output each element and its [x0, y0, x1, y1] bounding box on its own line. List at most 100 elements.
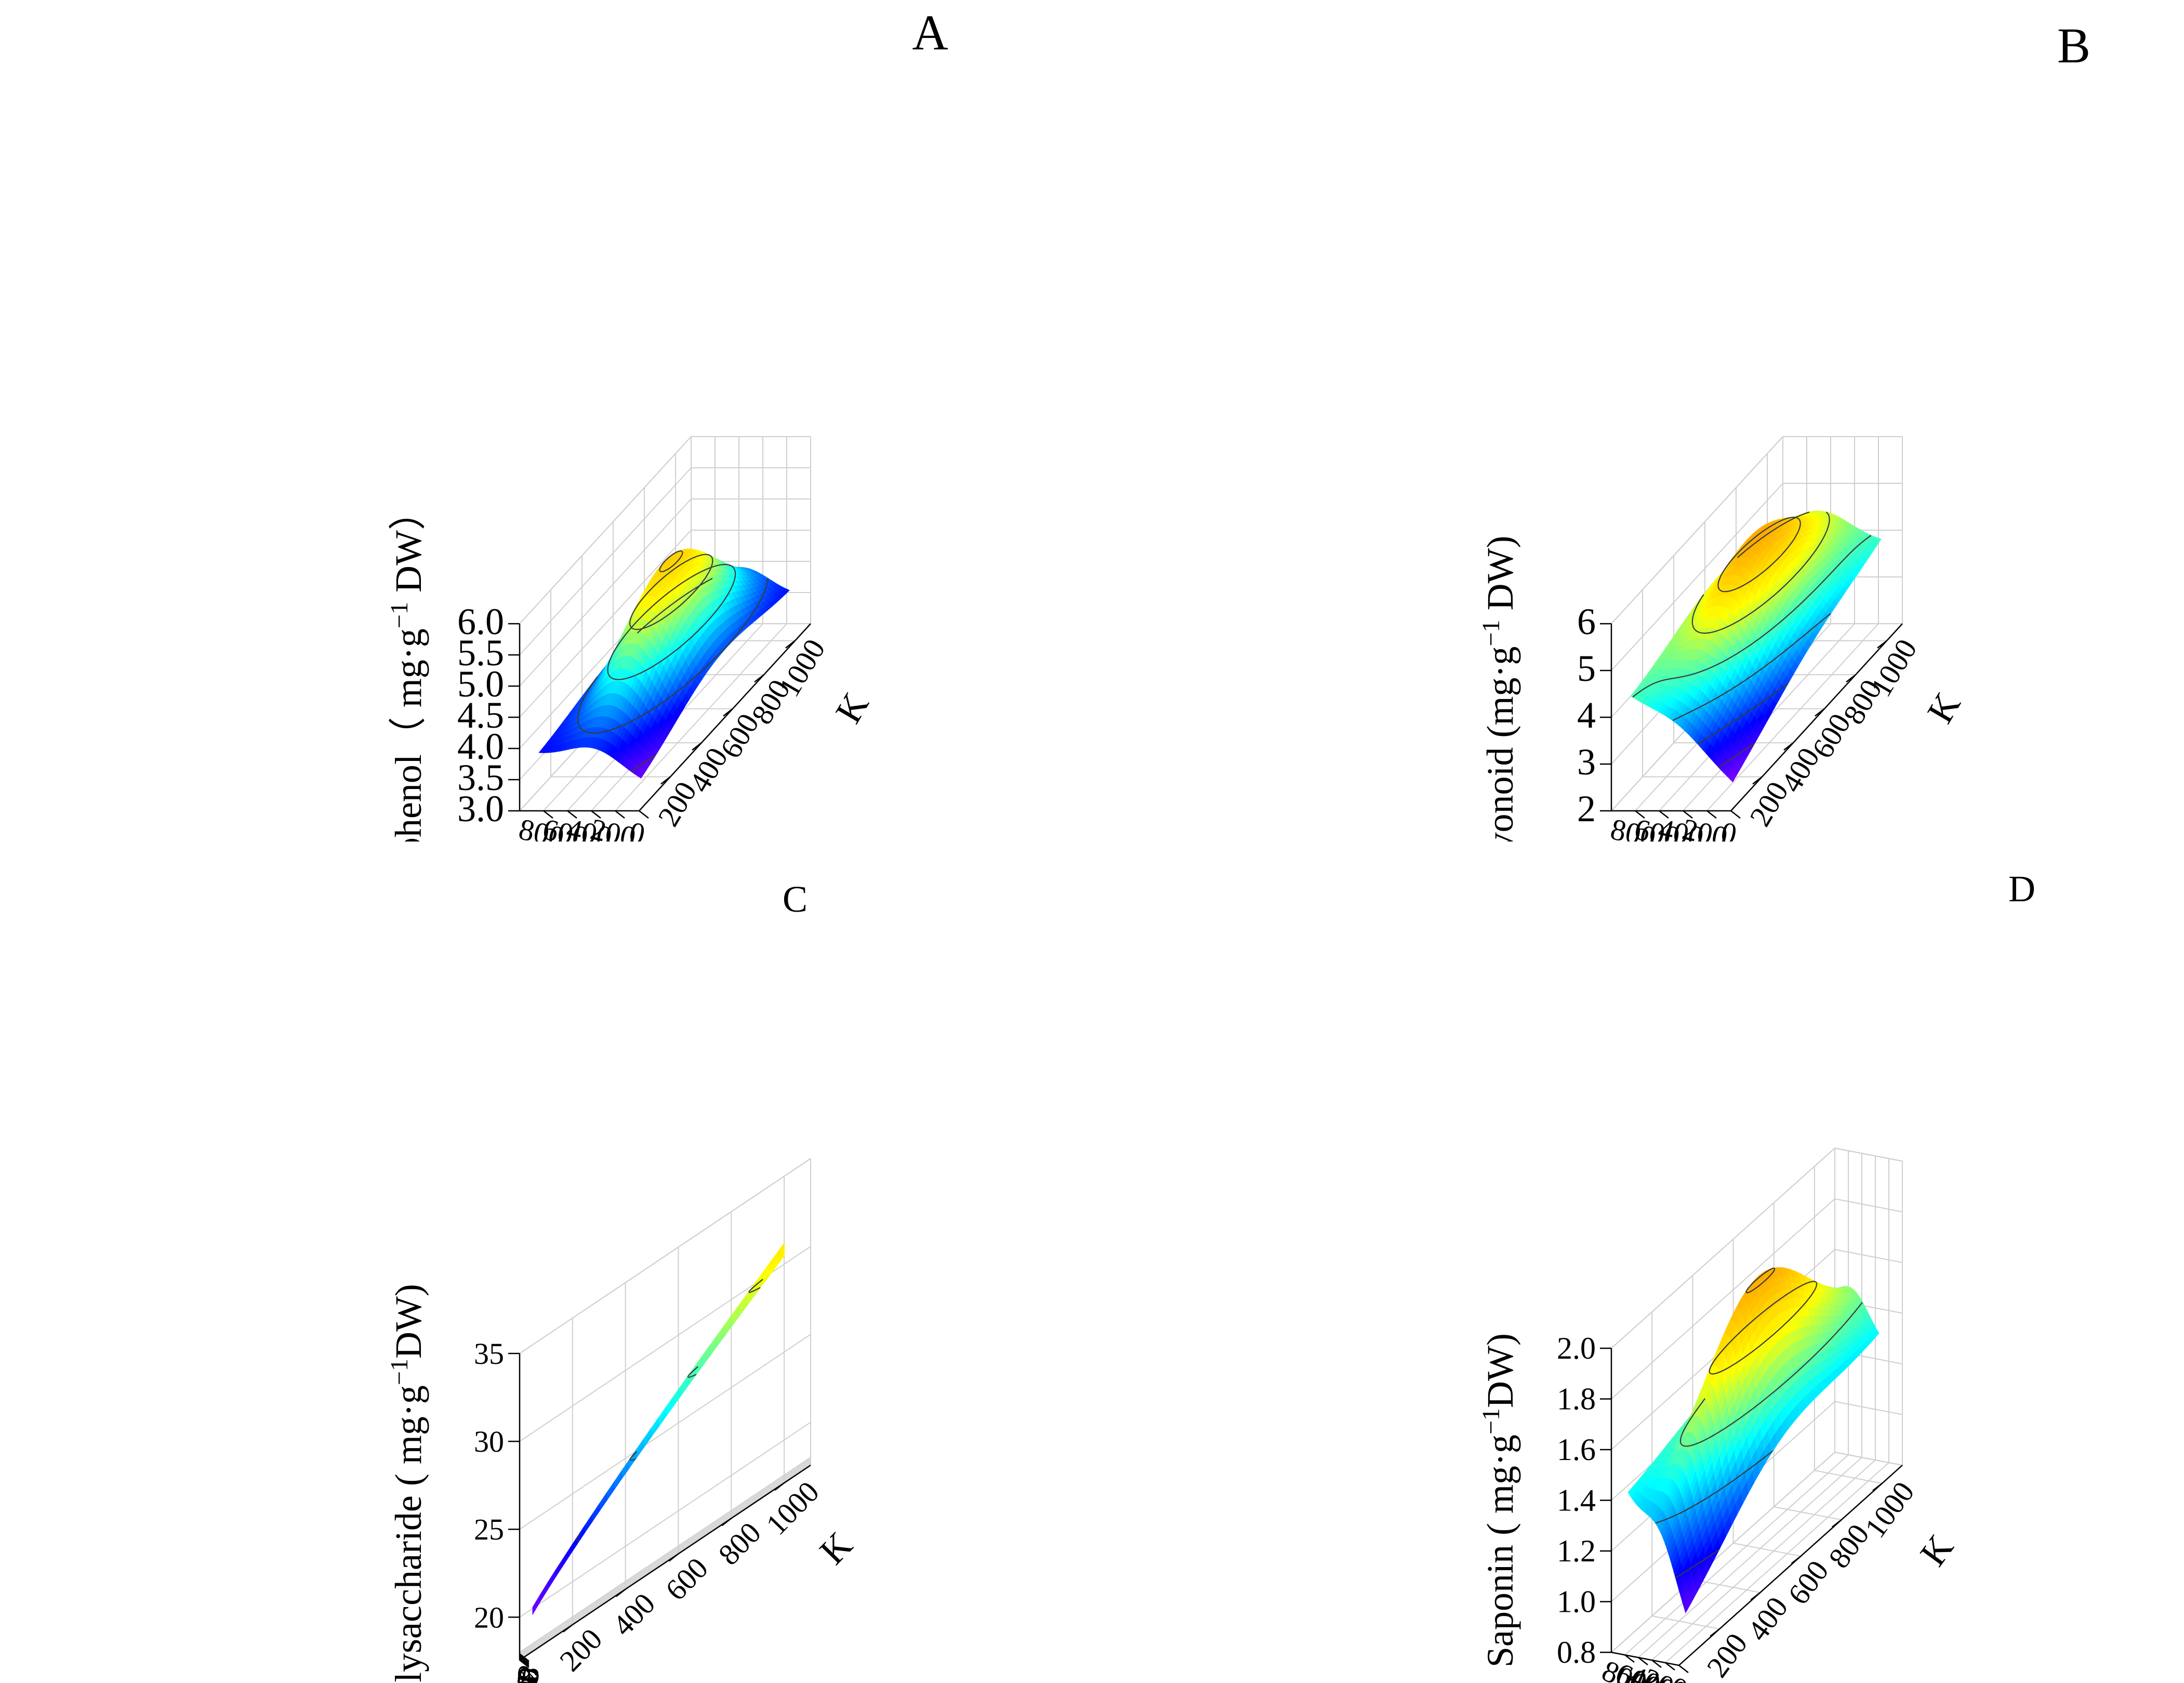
k-tick [615, 1588, 626, 1597]
k-tick [1783, 742, 1794, 751]
n-tick [567, 810, 577, 819]
z-tick-label: 35 [474, 1337, 504, 1371]
z-tick-label: 3.0 [457, 788, 504, 830]
panel-b-chart: 0200400600800N2004006008001000K23456Flav… [1477, 18, 2091, 841]
n-tick [1678, 1665, 1689, 1673]
panel-letter: C [783, 878, 808, 920]
contours [1632, 511, 1872, 768]
k-tick [1815, 708, 1825, 717]
contour-line [1709, 1281, 1818, 1375]
n-tick [1683, 810, 1693, 819]
k-tick-label: 400 [1741, 1590, 1795, 1647]
axes: 0200400600800N2004006008001000K3.03.54.0… [386, 493, 877, 841]
surface-patch [1729, 770, 1738, 783]
panel-d-chart: 0200400600800N2004006008001000K0.81.01.2… [1477, 868, 2036, 1683]
panel-letter: A [912, 5, 948, 60]
panel-letter: B [2057, 18, 2090, 73]
k-tick [563, 1624, 573, 1633]
n-tick [519, 1656, 530, 1665]
n-tick [1665, 1662, 1675, 1671]
k-tick [1791, 1556, 1802, 1564]
n-tick [519, 1653, 530, 1662]
k-tick [774, 1482, 785, 1491]
k-tick [723, 708, 733, 717]
k-tick [1877, 640, 1887, 649]
z-tick-label: 4.5 [457, 694, 504, 736]
k-axis-title: K [812, 1524, 861, 1572]
z-axis-title: Total phenol（ mg·g−1 DW） [386, 493, 430, 841]
n-tick-label: 800 [504, 1663, 547, 1683]
contour-line [629, 554, 713, 630]
contour-line [1672, 613, 1831, 721]
k-tick [692, 742, 702, 751]
contour-line [1718, 743, 1755, 768]
z-tick-label: 2.0 [1557, 1331, 1596, 1365]
contour-line [1745, 1267, 1776, 1294]
z-tick-label: 1.2 [1557, 1534, 1596, 1568]
k-tick [754, 674, 764, 683]
contour-line [687, 1366, 699, 1378]
z-axis-title: Flavonoid (mg·g−1 DW) [1477, 536, 1521, 841]
k-tick [1846, 674, 1856, 683]
z-axis-title: Polysaccharide ( mg·g−1DW) [386, 1284, 430, 1683]
k-tick [1872, 1483, 1883, 1491]
panel-c: 0200400600800N2004006008001000K20253035P… [0, 841, 1092, 1683]
z-tick-label: 30 [474, 1425, 504, 1458]
z-tick-label: 2 [1577, 788, 1596, 830]
contour-line [1675, 1549, 1719, 1579]
contour-line [577, 577, 769, 734]
z-tick-label: 3.5 [457, 757, 504, 798]
n-tick [543, 810, 553, 819]
k-tick-label: 200 [1700, 1627, 1754, 1683]
contours [1655, 1267, 1863, 1579]
n-tick [615, 810, 625, 819]
k-axis-title: K [827, 686, 877, 730]
z-tick-label: 1.0 [1557, 1585, 1596, 1619]
k-tick [668, 1553, 679, 1562]
k-axis-title: K [1919, 686, 1968, 730]
contour-line [630, 755, 656, 772]
panel-a-chart: 0200400600800N2004006008001000K3.03.54.0… [386, 5, 948, 841]
n-tick [591, 810, 601, 819]
n-tick [1659, 810, 1669, 819]
panel-a: 0200400600800N2004006008001000K3.03.54.0… [0, 0, 1092, 841]
contour-line [1717, 517, 1801, 593]
k-tick [660, 776, 671, 785]
n-axis-line [1611, 1651, 1679, 1666]
z-tick-label: 6.0 [457, 601, 504, 642]
z-tick-label: 5.5 [457, 632, 504, 674]
n-tick [519, 1655, 530, 1663]
z-tick-label: 4.0 [457, 726, 504, 767]
surface-patch [532, 1599, 541, 1615]
contour-line [659, 550, 683, 572]
k-tick [1752, 776, 1763, 785]
contour-line [748, 1279, 763, 1293]
n-tick [1635, 810, 1645, 819]
z-tick-label: 6 [1577, 601, 1596, 642]
z-tick-label: 4 [1577, 694, 1596, 736]
panel-letter: D [2008, 868, 2035, 910]
n-tick [1624, 1654, 1635, 1663]
contour-line [1655, 1450, 1773, 1524]
k-tick [1750, 1592, 1761, 1600]
n-tick [519, 1658, 530, 1666]
k-tick [785, 640, 796, 649]
contour-line [607, 563, 736, 680]
surface-patch [1683, 1595, 1692, 1614]
z-tick-label: 1.6 [1557, 1432, 1596, 1467]
z-tick-label: 1.4 [1557, 1483, 1596, 1518]
contour-line [1679, 1301, 1863, 1447]
k-tick [1710, 1628, 1720, 1637]
z-tick-label: 5 [1577, 648, 1596, 689]
surface-patch [637, 768, 646, 779]
n-tick [1706, 810, 1717, 819]
contour-line [629, 1451, 638, 1461]
contours [577, 550, 769, 772]
n-tick [639, 810, 649, 819]
contour-line [1697, 683, 1789, 745]
n-tick [519, 1660, 530, 1668]
z-axis-title: Saponin ( mg·g−1DW) [1477, 1333, 1521, 1667]
z-tick-label: 0.8 [1557, 1635, 1596, 1669]
contours [576, 1279, 763, 1542]
